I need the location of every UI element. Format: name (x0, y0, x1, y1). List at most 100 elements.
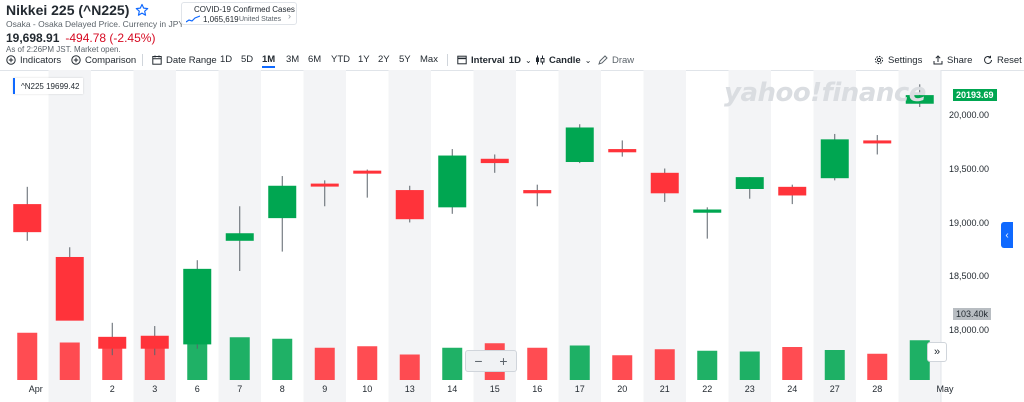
candle-body (183, 268, 212, 345)
interval-select[interactable]: Interval 1D ⌄ (457, 55, 532, 66)
range-6m[interactable]: 6M (308, 54, 322, 65)
date-range-button[interactable]: Date Range (152, 55, 217, 66)
share-button[interactable]: Share (933, 55, 972, 66)
x-tick-label: 7 (237, 384, 243, 394)
interval-value: 1D (508, 54, 521, 66)
volume-bar (229, 337, 250, 380)
x-tick-label: 16 (532, 384, 543, 394)
y-tick-label: 20,000.00 (949, 109, 990, 120)
candlestick-chart[interactable] (0, 70, 1024, 402)
x-tick-label: 13 (404, 384, 415, 394)
volume-bar (17, 332, 38, 380)
chevron-left-icon[interactable]: ‹ (1001, 222, 1013, 248)
candle[interactable] (905, 84, 934, 107)
range-3m[interactable]: 3M (286, 54, 300, 65)
zoom-control: − + (465, 350, 517, 372)
volume-bar (357, 346, 378, 380)
covid-title: COVID-19 Confirmed Cases (194, 5, 295, 14)
candle[interactable] (693, 207, 722, 239)
indicators-button[interactable]: Indicators (6, 55, 61, 66)
chart-type-select[interactable]: Candle ⌄ (535, 55, 591, 66)
volume-bar (824, 350, 845, 380)
last-price-tag: 20193.69 (953, 89, 997, 101)
chevron-right-icon: › (288, 11, 291, 21)
settings-button[interactable]: Settings (874, 55, 922, 66)
candle-body (140, 335, 169, 349)
range-ytd[interactable]: YTD (331, 54, 350, 65)
x-tick-label: May (936, 384, 954, 394)
column-band (643, 70, 686, 402)
x-tick-label: Apr (28, 384, 43, 394)
covid-country: United States (239, 15, 282, 23)
range-5y[interactable]: 5Y (399, 54, 411, 65)
candle-body (650, 172, 679, 194)
range-2y[interactable]: 2Y (378, 54, 390, 65)
candle[interactable] (183, 260, 212, 349)
volume-bar (739, 351, 760, 380)
candle-body (353, 170, 382, 174)
x-tick-label: 28 (872, 384, 883, 394)
price-change: -494.78 (-2.45%) (65, 31, 156, 45)
candle[interactable] (310, 180, 339, 207)
candle[interactable] (650, 168, 679, 202)
comparison-button[interactable]: Comparison (71, 55, 136, 66)
y-tick-label: 18,500.00 (949, 271, 990, 282)
star-icon[interactable] (135, 3, 149, 17)
x-tick-label: 17 (574, 384, 585, 394)
candle[interactable] (735, 177, 764, 199)
candle[interactable] (225, 206, 254, 272)
x-tick-label: 3 (152, 384, 158, 394)
volume-bar (144, 342, 165, 380)
candle[interactable] (480, 154, 509, 173)
divider (447, 54, 448, 66)
reset-label: Reset (997, 54, 1022, 66)
candle[interactable] (565, 124, 594, 164)
plus-circle-icon (6, 55, 16, 65)
column-band (813, 70, 856, 402)
range-1m[interactable]: 1M (262, 54, 276, 68)
candle[interactable] (778, 184, 807, 205)
candle[interactable] (98, 322, 127, 356)
candle[interactable] (395, 185, 424, 223)
candle[interactable] (523, 184, 552, 207)
candle[interactable] (863, 135, 892, 155)
candle[interactable] (140, 326, 169, 356)
x-tick-label: 8 (279, 384, 285, 394)
candle-body (863, 140, 892, 144)
range-1y[interactable]: 1Y (358, 54, 370, 65)
range-max[interactable]: Max (420, 54, 438, 65)
covid-widget[interactable]: COVID-19 Confirmed Cases 1,065,619 Unite… (181, 2, 297, 25)
candle[interactable] (820, 133, 849, 181)
column-band (388, 70, 431, 402)
gear-icon (874, 55, 884, 65)
page-title: Nikkei 225 (^N225) (6, 2, 130, 18)
chevron-down-icon: ⌄ (584, 55, 592, 65)
range-1d[interactable]: 1D (220, 54, 233, 65)
divider (142, 54, 143, 66)
chart-toolbar: Indicators Comparison Date Range 1D 5D 1… (0, 50, 1024, 70)
x-tick-label: 14 (447, 384, 458, 394)
candle[interactable] (608, 140, 637, 157)
candle-label: Candle (549, 54, 581, 66)
candle-body (268, 185, 297, 219)
reset-button[interactable]: Reset (983, 55, 1022, 66)
x-tick-label: 10 (362, 384, 373, 394)
fast-forward-button[interactable]: » (927, 342, 947, 362)
volume-bar (569, 345, 590, 380)
candle[interactable] (13, 186, 42, 241)
x-tick-label: 9 (322, 384, 328, 394)
x-tick-label: 23 (744, 384, 755, 394)
candle-body (565, 127, 594, 163)
y-tick-label: 19,500.00 (949, 163, 990, 174)
share-icon (933, 55, 943, 65)
draw-button[interactable]: Draw (598, 55, 634, 66)
zoom-out-button[interactable]: − (474, 353, 483, 369)
candle[interactable] (353, 169, 382, 198)
candle[interactable] (438, 149, 467, 214)
range-5d[interactable]: 5D (241, 54, 254, 65)
candle[interactable] (268, 176, 297, 252)
candle-body (778, 186, 807, 196)
candle-body (523, 190, 552, 194)
candle[interactable] (55, 247, 84, 321)
zoom-in-button[interactable]: + (499, 353, 508, 369)
